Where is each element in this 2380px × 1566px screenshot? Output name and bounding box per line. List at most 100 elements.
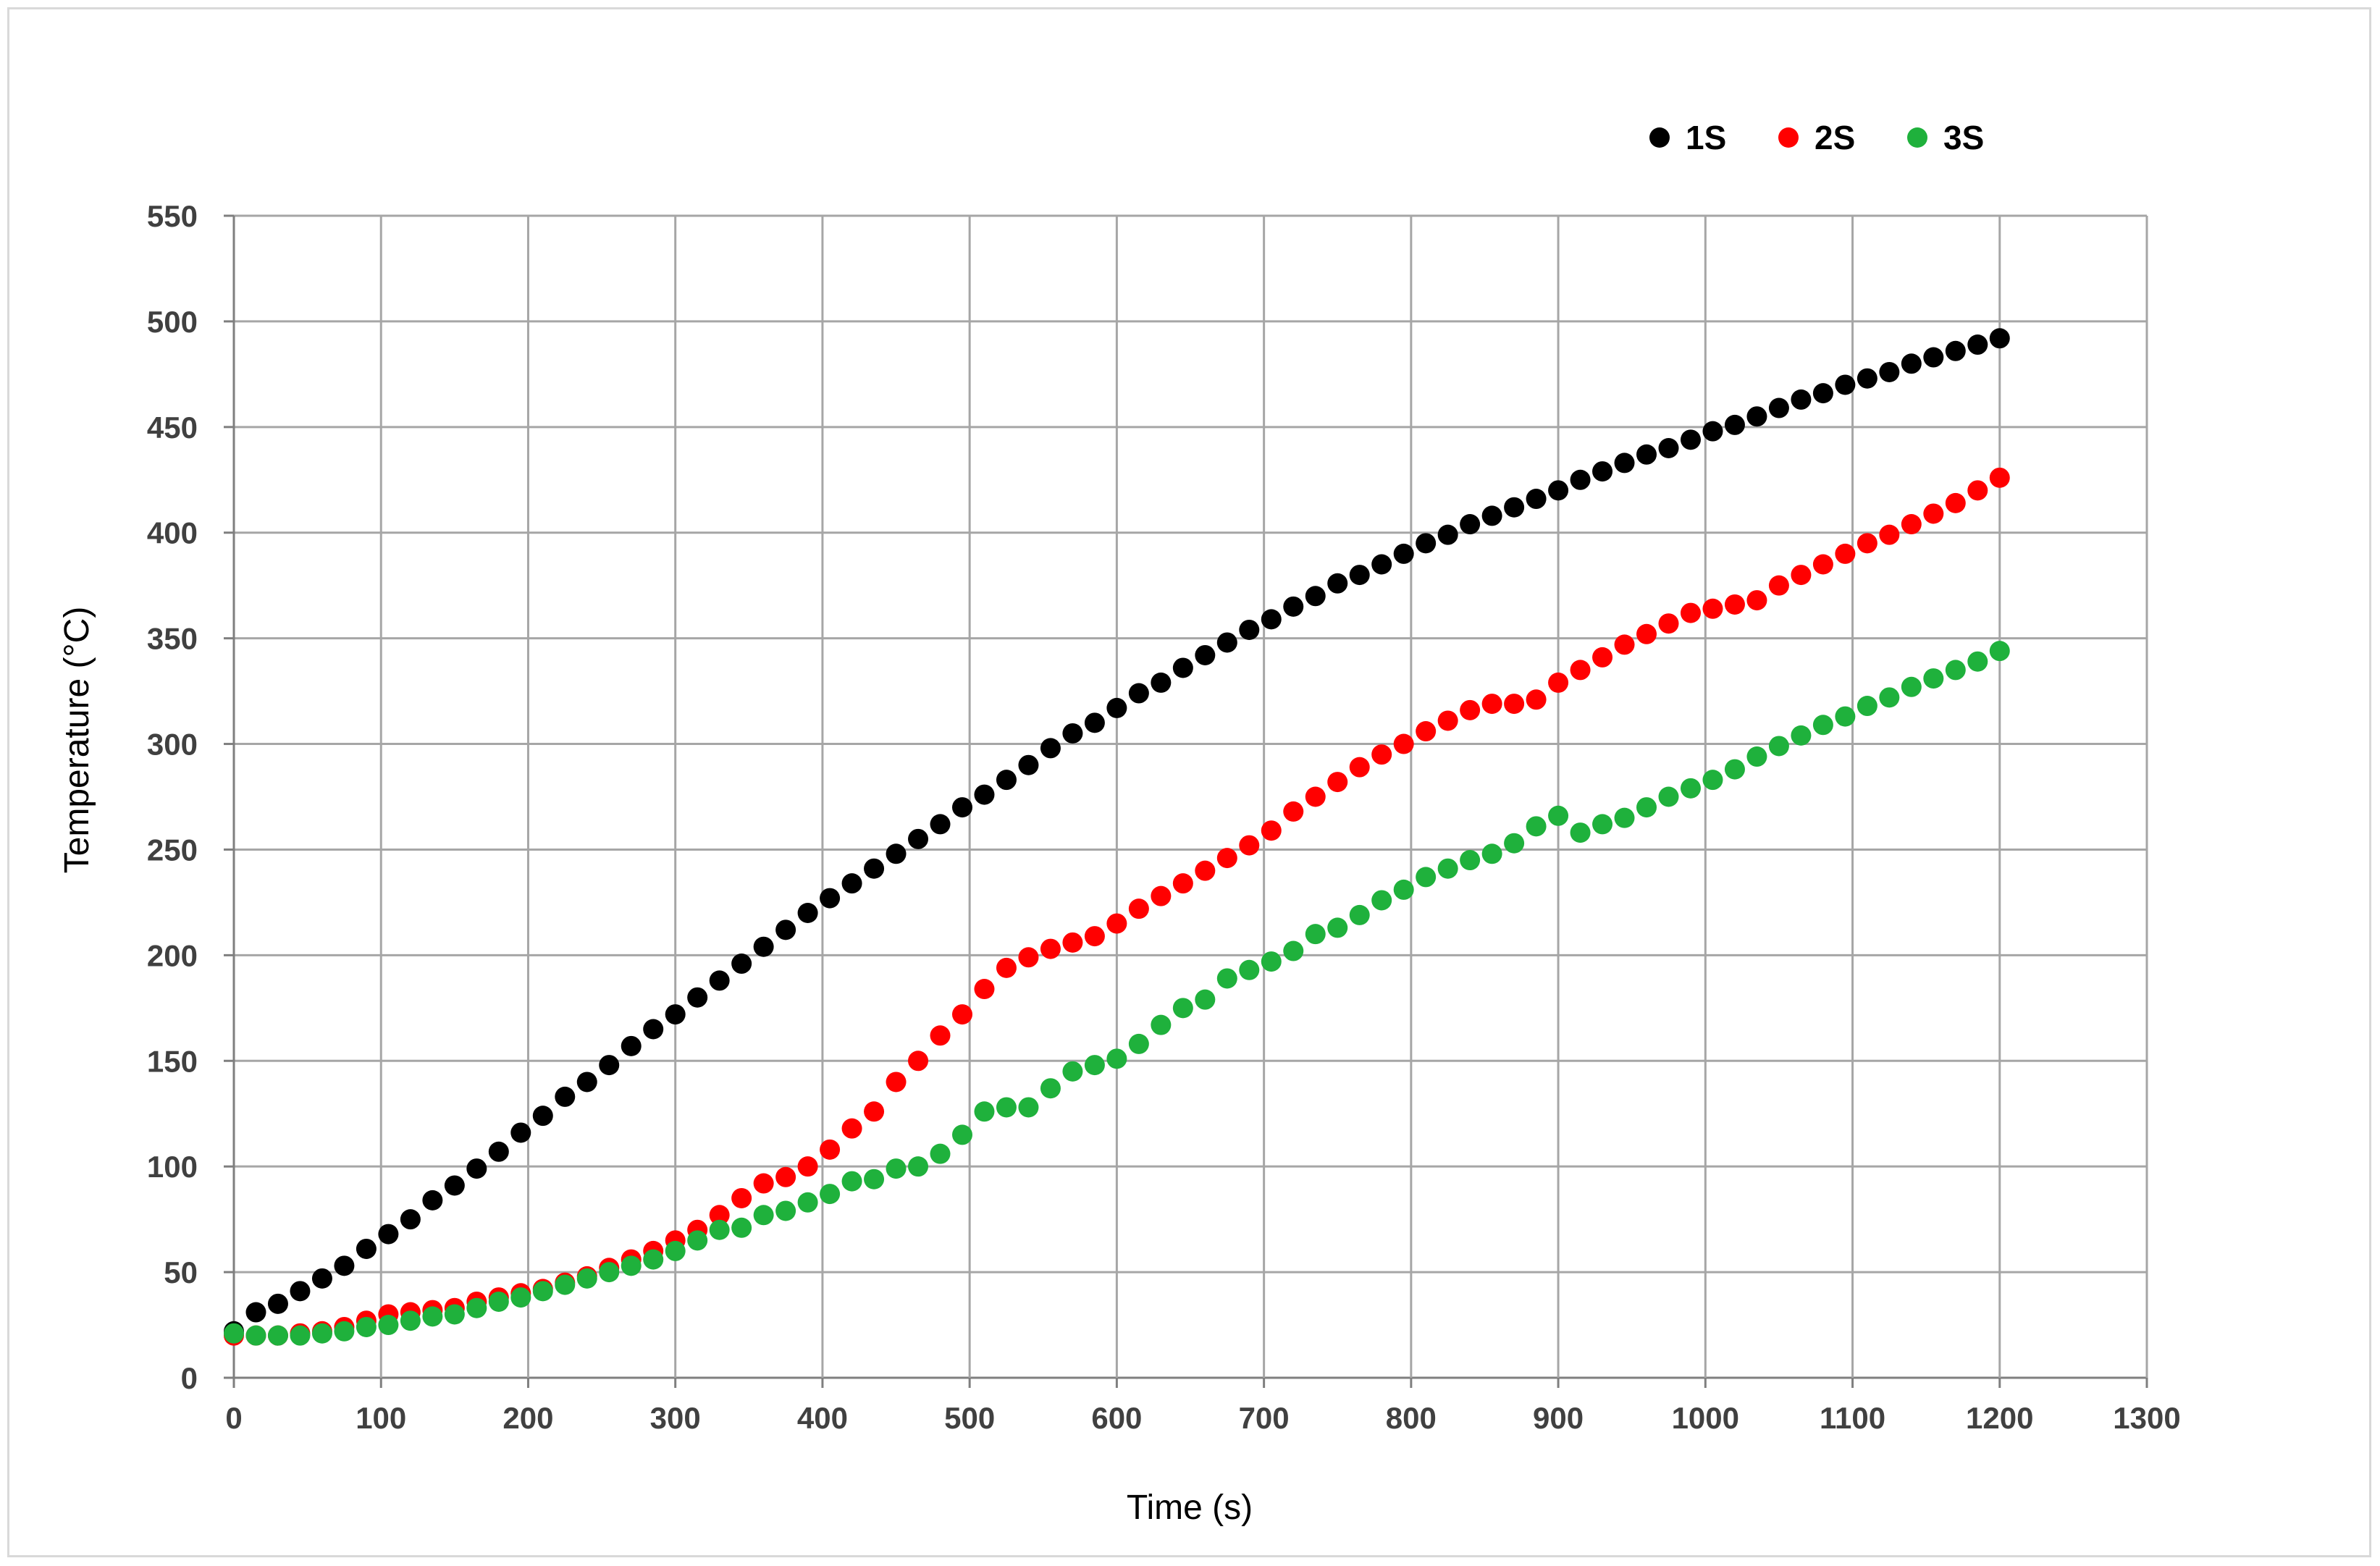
data-point: [1040, 1078, 1061, 1099]
data-point: [1548, 480, 1569, 501]
data-point: [1702, 421, 1723, 442]
data-point: [1658, 786, 1679, 807]
data-point: [1437, 524, 1458, 545]
data-point: [1724, 414, 1745, 435]
data-point: [1172, 998, 1193, 1019]
data-point: [1305, 786, 1326, 807]
data-point: [1128, 1033, 1149, 1054]
y-tick-label: 100: [147, 1150, 198, 1184]
data-point: [820, 1139, 841, 1160]
data-point: [841, 1171, 862, 1192]
data-point: [1923, 347, 1944, 368]
y-tick-label: 200: [147, 938, 198, 972]
x-tick-label: 200: [503, 1401, 553, 1435]
data-point: [1305, 924, 1326, 945]
legend: 1S 2S 3S: [1649, 119, 1984, 156]
data-point: [1460, 514, 1481, 535]
y-tick-label: 250: [147, 833, 198, 867]
x-tick-label: 500: [944, 1401, 995, 1435]
data-point: [1768, 575, 1789, 596]
x-tick-label: 700: [1239, 1401, 1290, 1435]
data-point: [731, 1187, 752, 1208]
data-point: [753, 936, 774, 957]
data-point: [1812, 715, 1833, 736]
data-point: [1371, 554, 1392, 575]
data-point: [1349, 904, 1370, 925]
data-point: [1768, 736, 1789, 757]
data-point: [1018, 754, 1039, 775]
chart-frame: [7, 7, 2371, 1557]
data-point: [1989, 328, 2010, 349]
data-point: [1481, 843, 1502, 864]
data-point: [951, 797, 972, 818]
data-point: [951, 1124, 972, 1145]
data-point: [1746, 746, 1767, 767]
legend-marker: [1778, 127, 1799, 148]
data-point: [1393, 543, 1414, 564]
data-point: [224, 1323, 244, 1344]
data-point: [1504, 694, 1525, 715]
data-point: [1746, 590, 1767, 611]
data-point: [1724, 759, 1745, 780]
data-point: [1526, 489, 1547, 510]
data-point: [555, 1274, 576, 1295]
x-tick-label: 0: [225, 1401, 242, 1435]
data-point: [1923, 668, 1944, 689]
data-point: [731, 954, 752, 974]
data-point: [1592, 461, 1613, 482]
data-point: [1857, 696, 1877, 717]
data-point: [1018, 1097, 1039, 1118]
data-point: [731, 1217, 752, 1238]
data-point: [1106, 1048, 1127, 1069]
data-point: [841, 1118, 862, 1139]
data-point: [334, 1255, 355, 1276]
data-point: [1106, 697, 1127, 718]
data-point: [709, 970, 730, 991]
data-point: [1151, 1014, 1172, 1035]
data-point: [1416, 721, 1437, 742]
data-point: [1062, 1061, 1083, 1082]
data-point: [974, 1101, 995, 1122]
data-point: [378, 1315, 399, 1336]
series-3S: [224, 641, 2010, 1346]
data-point: [1526, 689, 1547, 710]
y-tick-label: 150: [147, 1044, 198, 1078]
data-point: [1658, 613, 1679, 634]
data-point: [1548, 805, 1569, 826]
data-point: [422, 1190, 443, 1211]
data-point: [555, 1086, 576, 1107]
data-point: [1636, 623, 1657, 644]
data-point: [1967, 480, 1988, 501]
data-point: [245, 1302, 266, 1323]
data-point: [576, 1072, 597, 1093]
data-point: [1592, 647, 1613, 668]
data-point: [1216, 632, 1237, 653]
data-point: [1437, 710, 1458, 731]
y-tick-label: 0: [181, 1361, 198, 1395]
data-point: [797, 1192, 818, 1213]
data-point: [864, 858, 885, 879]
data-point: [1835, 543, 1856, 564]
data-point: [996, 1097, 1017, 1118]
data-point: [797, 903, 818, 923]
data-point: [1636, 797, 1657, 818]
data-point: [1879, 687, 1900, 708]
data-point: [311, 1323, 332, 1344]
data-point: [1151, 672, 1172, 693]
x-axis-tick-labels: 0 100 200 300 400 500 600 700 800 900 1000 1100 1200…: [225, 1401, 2180, 1435]
data-point: [1283, 596, 1304, 617]
data-point: [1548, 672, 1569, 693]
data-point: [1945, 492, 1966, 513]
data-point: [1261, 951, 1282, 972]
legend-item-2S: 2S: [1778, 119, 1855, 156]
data-point: [466, 1158, 487, 1179]
data-point: [908, 1051, 929, 1072]
data-point: [1327, 917, 1348, 938]
data-point: [1835, 374, 1856, 395]
legend-item-3S: 3S: [1907, 119, 1984, 156]
data-point: [974, 979, 995, 1000]
data-point: [621, 1035, 642, 1056]
data-point: [311, 1268, 332, 1289]
data-point: [1128, 683, 1149, 704]
data-point: [444, 1304, 465, 1325]
